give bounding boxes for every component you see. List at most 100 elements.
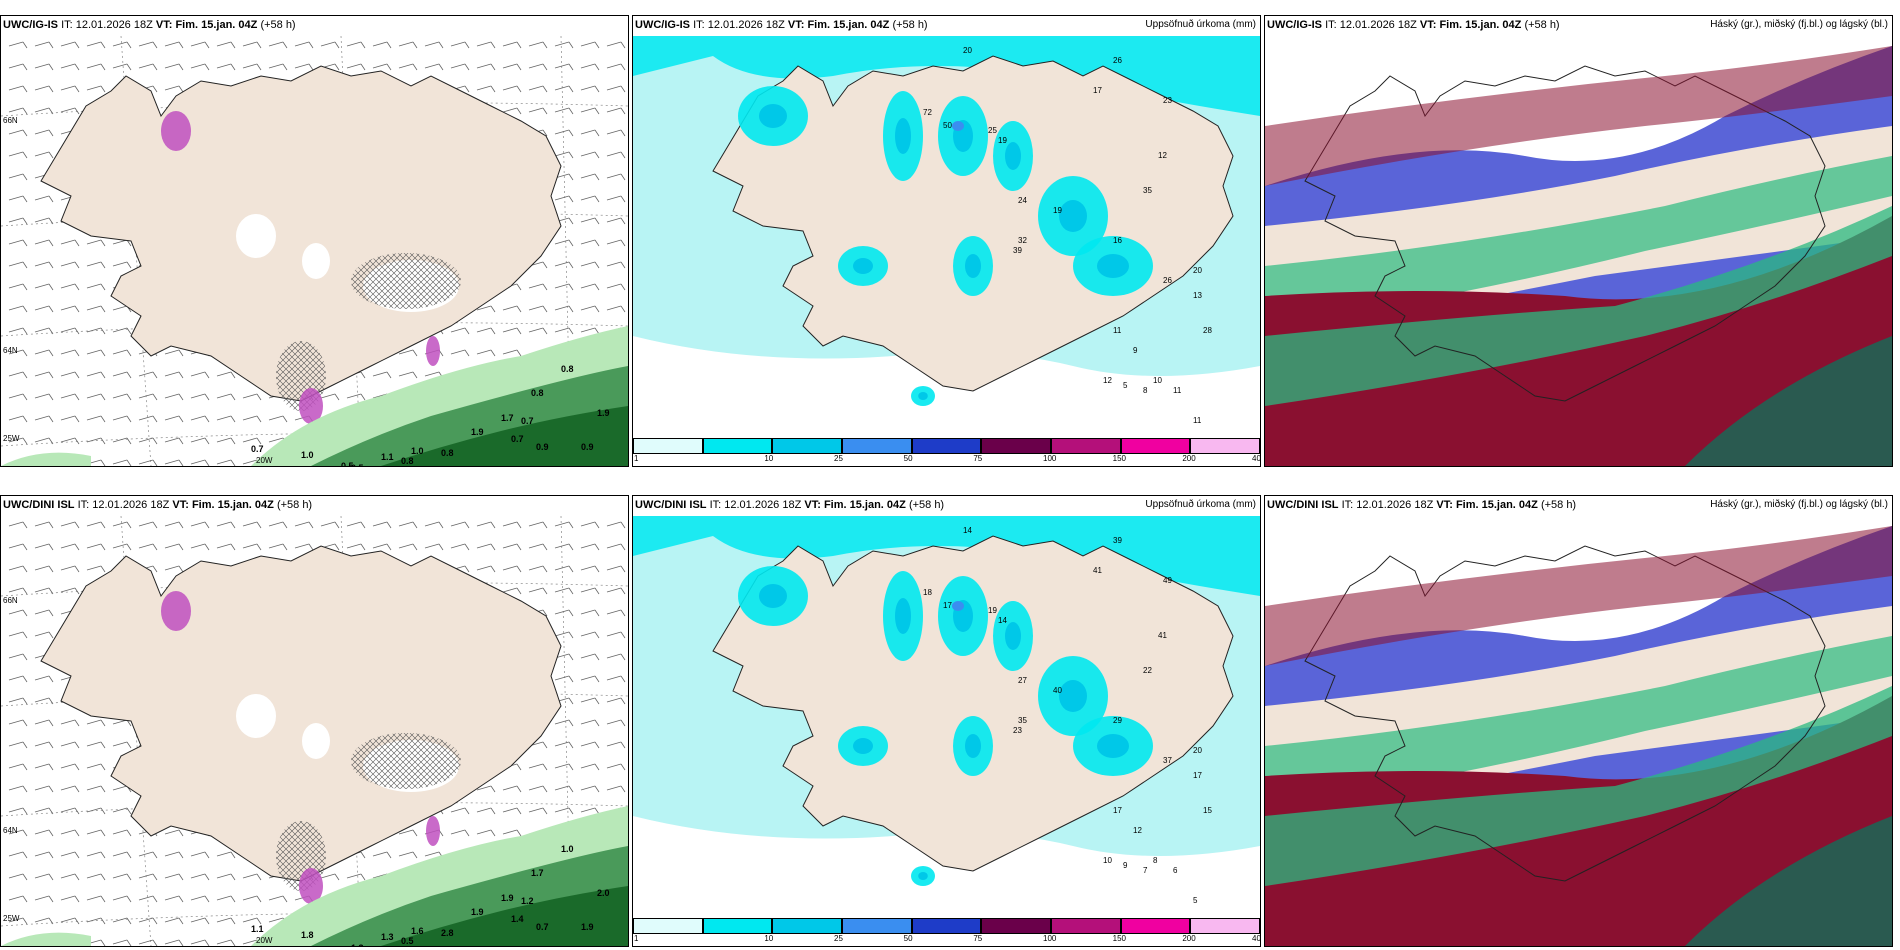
wind-barb [34, 697, 54, 705]
it-label: IT: [1325, 19, 1337, 31]
init-time: 12.01.2026 18Z [92, 499, 170, 511]
wind-barb [34, 283, 54, 291]
wind-barb [476, 349, 496, 357]
wind-barb [424, 63, 444, 71]
rain-area-light [1, 452, 91, 466]
wind-barb [190, 459, 210, 466]
wind-barb [268, 41, 288, 49]
precip-rate-label: 0.8 [531, 388, 544, 398]
precip-value-label: 13 [1193, 291, 1202, 300]
wind-barb [606, 653, 626, 661]
wind-barb [60, 41, 80, 49]
wind-barb [580, 785, 600, 793]
snow-intense-area [161, 111, 191, 151]
wind-barb [242, 873, 262, 881]
wind-barb [320, 873, 340, 881]
wind-barb [606, 283, 626, 291]
map-panel-dini-clouds: UWC/DINI ISL IT: 12.01.2026 18Z VT: Fim.… [1264, 495, 1893, 947]
wind-barb [164, 371, 184, 379]
wind-barb [606, 719, 626, 727]
wind-barb [320, 41, 340, 49]
wind-barb [8, 327, 28, 335]
precip-value-label: 35 [1018, 716, 1027, 725]
precip-value-label: 19 [1053, 206, 1062, 215]
glacier-patch [236, 214, 276, 258]
wind-barb [528, 283, 548, 291]
colorbar-tick: 25 [834, 934, 843, 943]
wind-barb [606, 85, 626, 93]
wind-barb [580, 327, 600, 335]
wind-barb [190, 415, 210, 423]
wind-barb [502, 565, 522, 573]
wind-barb [398, 851, 418, 859]
lead-time: (+58 h) [908, 499, 945, 511]
wind-barb [164, 851, 184, 859]
colorbar-cell [1190, 918, 1260, 934]
precip-value-label: 10 [1103, 856, 1112, 865]
wind-barb [476, 807, 496, 815]
valid-time: Fim. 15.jan. 04Z [807, 19, 890, 31]
wind-barb [8, 829, 28, 837]
wind-barb [554, 107, 574, 115]
wind-barb [502, 521, 522, 529]
wind-barb [580, 173, 600, 181]
longitude-label: 20W [256, 456, 273, 465]
wind-barb [112, 543, 132, 551]
wind-barb [216, 415, 236, 423]
colorbar-tick: 150 [1112, 934, 1127, 943]
wind-barb [8, 85, 28, 93]
wind-barb [242, 41, 262, 49]
wind-barb [580, 107, 600, 115]
wind-barb [34, 741, 54, 749]
wind-barb [60, 437, 80, 445]
wind-barb [216, 521, 236, 529]
wind-barb [450, 829, 470, 837]
colorbar-cell [911, 918, 982, 934]
precip-rate-label: 0.5 [401, 936, 414, 946]
wind-barb [138, 873, 158, 881]
wind-barb [112, 851, 132, 859]
wind-barb [8, 895, 28, 903]
precip-area-25 [853, 738, 873, 754]
longitude-label: 25W [3, 914, 20, 923]
wind-barb [502, 41, 522, 49]
precip-value-label: 35 [1143, 186, 1152, 195]
wind-barb [476, 829, 496, 837]
precip-rate-label: 2.8 [441, 928, 454, 938]
wind-barb [216, 895, 236, 903]
wind-barb [606, 261, 626, 269]
precip-rate-label: 1.7 [531, 868, 544, 878]
precip-value-label: 26 [1113, 56, 1122, 65]
field-name: Háský (gr.), miðský (fj.bl.) og lágský (… [1710, 499, 1888, 510]
wind-barb [164, 829, 184, 837]
precip-value-label: 49 [1163, 576, 1172, 585]
vt-label: VT: [1436, 499, 1453, 511]
wind-barb [34, 763, 54, 771]
precip-area-25 [918, 392, 928, 400]
wind-barb [606, 129, 626, 137]
wind-barb [242, 393, 262, 401]
precip-area-25 [895, 118, 911, 154]
wind-barb [86, 327, 106, 335]
wind-barb [606, 763, 626, 771]
precip-value-label: 17 [943, 601, 952, 610]
wind-barb [554, 327, 574, 335]
wind-barb [554, 609, 574, 617]
wind-barb [112, 873, 132, 881]
wind-barb [164, 349, 184, 357]
precip-value-label: 10 [1153, 376, 1162, 385]
precip-value-label: 20 [963, 46, 972, 55]
wind-barb [112, 349, 132, 357]
wind-barb [60, 283, 80, 291]
wind-barb [164, 873, 184, 881]
vt-label: VT: [804, 499, 821, 511]
wind-map [1, 516, 628, 946]
precip-rate-label: 0.5 [351, 463, 364, 466]
wind-barb [112, 393, 132, 401]
wind-barb [60, 895, 80, 903]
wind-barb [528, 807, 548, 815]
wind-barb [60, 521, 80, 529]
wind-barb [60, 741, 80, 749]
cloud-map [1265, 36, 1892, 466]
valid-time: Fim. 15.jan. 04Z [1439, 19, 1522, 31]
